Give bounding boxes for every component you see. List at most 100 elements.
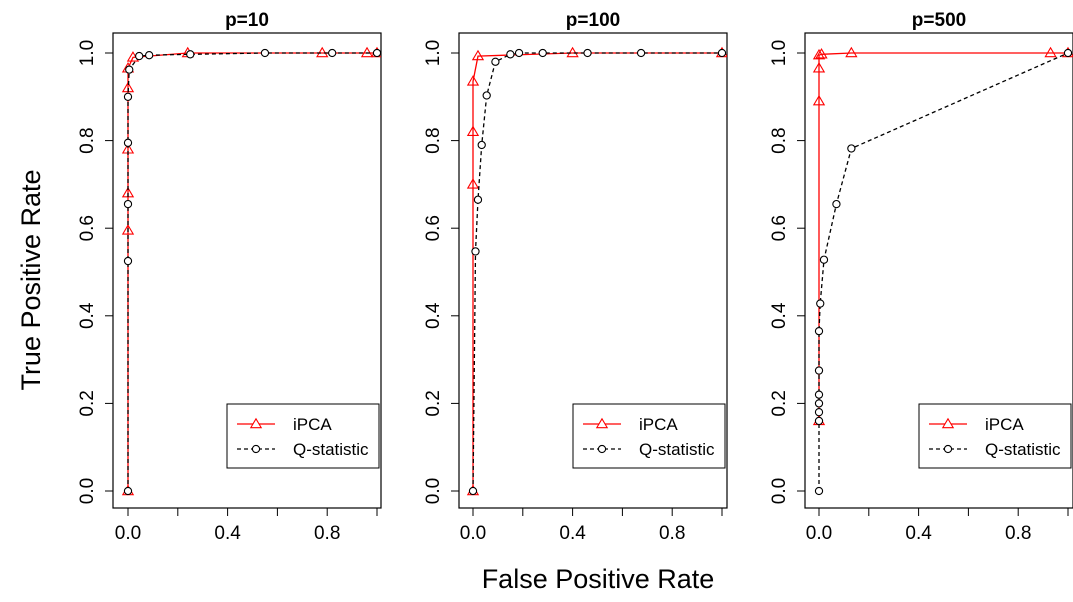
data-point-circle: [847, 144, 856, 153]
data-point-circle: [372, 48, 381, 58]
legend: iPCA Q-statistic: [226, 403, 380, 469]
data-point-triangle: [812, 62, 826, 73]
data-point-circle: [473, 195, 483, 204]
x-tick-label: 0.0: [806, 523, 832, 544]
data-point-circle: [814, 416, 824, 426]
data-point-triangle: [812, 48, 826, 60]
data-point-circle: [814, 326, 824, 336]
data-point-circle: [135, 51, 144, 61]
series-line-q-statistic: [472, 52, 722, 492]
y-tick-label: 0.2: [769, 390, 790, 416]
data-point-triangle: [466, 125, 480, 137]
y-tick-label: 0.6: [769, 215, 790, 241]
x-tick-label: 0.4: [559, 523, 586, 544]
x-tick-label: 0.8: [1005, 523, 1031, 544]
legend-box: [226, 403, 380, 469]
data-point-triangle: [121, 224, 135, 235]
data-point-circle: [471, 247, 480, 256]
data-point-triangle: [360, 46, 374, 58]
series-line-ipca: [472, 52, 722, 491]
plot-area: [121, 46, 381, 496]
data-point-circle: [186, 50, 195, 59]
data-point-circle: [814, 486, 824, 496]
data-point-triangle: [566, 46, 579, 58]
legend-box: [918, 403, 1072, 469]
data-point-circle: [832, 199, 841, 209]
data-point-circle: [816, 299, 825, 308]
y-tick-label: 0.2: [77, 390, 98, 416]
data-point-circle: [145, 51, 154, 60]
series-line-q-statistic: [127, 52, 377, 491]
y-tick-label: 0.4: [423, 302, 444, 329]
data-point-triangle: [1044, 46, 1057, 58]
y-tick-label: 0.2: [423, 390, 444, 416]
legend-label: Q-statistic: [639, 440, 715, 459]
y-tick-label: 0.0: [77, 478, 98, 504]
x-tick-label: 0.4: [214, 523, 241, 544]
y-tick-label: 0.4: [769, 302, 790, 329]
data-point-circle: [814, 390, 824, 399]
y-tick-label: 0.4: [77, 302, 98, 329]
plot-frame: [458, 32, 728, 509]
y-tick-label: 1.0: [77, 40, 98, 66]
x-tick-label: 0.0: [460, 523, 486, 544]
legend-label: Q-statistic: [985, 440, 1061, 459]
y-tick-label: 0.0: [769, 478, 790, 504]
data-point-circle: [123, 199, 133, 209]
data-point-circle: [482, 91, 491, 100]
y-tick-label: 1.0: [769, 40, 790, 66]
y-tick-label: 0.6: [77, 215, 98, 241]
y-tick-label: 0.0: [423, 478, 444, 504]
data-point-circle: [814, 366, 824, 375]
data-point-triangle: [812, 94, 826, 106]
legend-label: Q-statistic: [293, 440, 369, 459]
x-tick-label: 0.8: [314, 523, 340, 544]
x-axis-label: False Positive Rate: [482, 564, 715, 594]
chart-panel-3: p=500 0.0 0.2 0.4 0.6 0.8 1.0 0.0 0.4 0.8 iPCA Q-st…: [769, 10, 1073, 544]
legend-marker-triangle: [941, 417, 955, 429]
data-point-circle: [491, 57, 500, 66]
y-tick-label: 1.0: [423, 40, 444, 66]
plot-area: [466, 46, 727, 496]
x-tick-label: 0.4: [905, 523, 932, 544]
x-tick-label: 0.8: [659, 523, 685, 544]
panel-title: p=100: [566, 10, 620, 31]
data-point-triangle: [316, 46, 329, 58]
data-point-circle: [819, 255, 829, 264]
y-axis-label: True Positive Rate: [16, 169, 46, 390]
data-point-circle: [123, 92, 133, 101]
legend-marker-circle: [251, 444, 261, 454]
data-point-triangle: [466, 178, 480, 189]
data-point-circle: [123, 486, 133, 496]
data-point-circle: [717, 48, 727, 58]
plot-frame: [804, 32, 1073, 509]
plot-area: [812, 46, 1073, 496]
data-point-circle: [477, 140, 486, 150]
data-point-circle: [506, 50, 515, 59]
data-point-circle: [468, 486, 478, 496]
legend: iPCA Q-statistic: [918, 403, 1072, 469]
panel-title: p=500: [912, 10, 966, 31]
legend-marker-triangle: [595, 417, 609, 429]
data-point-circle: [636, 48, 646, 58]
data-point-circle: [328, 48, 337, 58]
legend-label: iPCA: [985, 415, 1024, 434]
data-point-circle: [583, 48, 592, 58]
panel-title: p=10: [225, 10, 269, 31]
y-tick-label: 0.8: [77, 127, 98, 153]
x-tick-label: 0.0: [115, 523, 141, 544]
legend-marker-triangle: [249, 417, 263, 429]
series-line-ipca: [818, 52, 1068, 421]
data-point-triangle: [471, 49, 485, 61]
y-tick-label: 0.6: [423, 215, 444, 241]
data-point-circle: [814, 408, 824, 417]
legend-marker-circle: [943, 444, 953, 454]
data-point-circle: [1063, 48, 1073, 58]
y-tick-label: 0.8: [423, 127, 444, 153]
data-point-circle: [123, 138, 133, 147]
y-tick-label: 0.8: [769, 127, 790, 153]
data-point-circle: [260, 48, 270, 58]
legend: iPCA Q-statistic: [572, 403, 726, 469]
chart-panel-2: p=100 0.0 0.2 0.4 0.6 0.8 1.0 0.0 0.4 0.8 iPCA Q-st…: [423, 10, 728, 544]
